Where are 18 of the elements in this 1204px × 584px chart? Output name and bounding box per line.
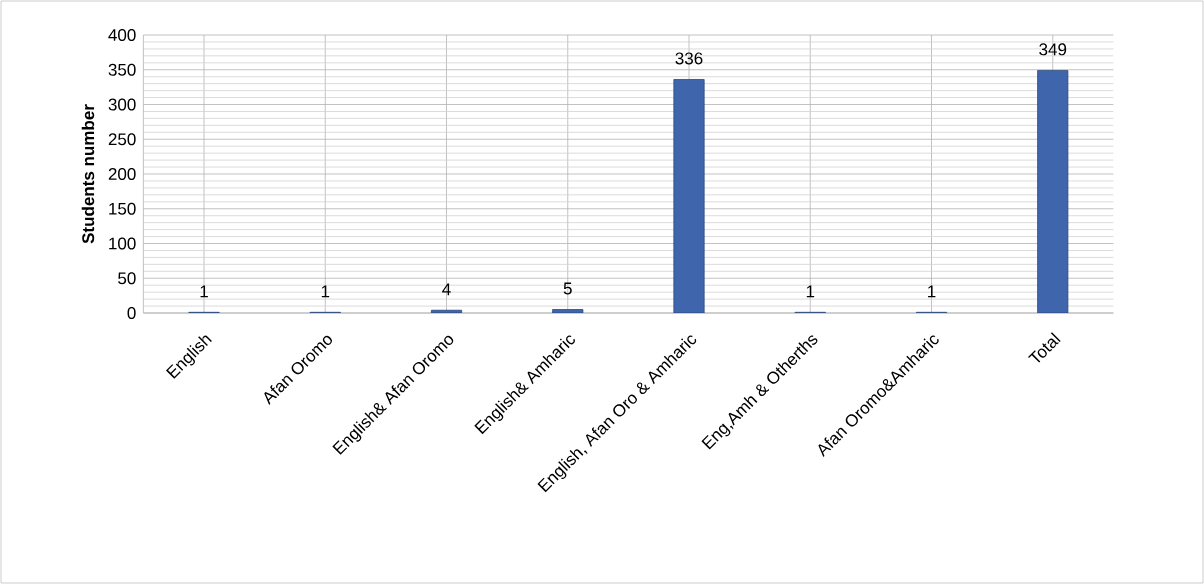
y-tick-label: 100 (109, 237, 136, 250)
y-tick-label: 350 (108, 63, 136, 76)
y-tick-label: 300 (108, 98, 136, 111)
y-tick-label: 0 (127, 307, 136, 320)
y-tick-label: 250 (108, 133, 136, 146)
data-label: 1 (928, 285, 936, 298)
data-label: 336 (675, 52, 703, 65)
data-label: 1 (200, 285, 208, 298)
y-tick-label: 50 (118, 272, 136, 285)
y-axis-title: Students number (81, 104, 95, 244)
data-label: 349 (1039, 43, 1067, 56)
y-tick-label: 400 (108, 29, 136, 42)
y-tick-label: 200 (108, 168, 136, 181)
data-label: 1 (806, 285, 815, 298)
data-label: 1 (321, 285, 330, 298)
data-label: 5 (563, 282, 572, 295)
data-label: 4 (442, 283, 451, 296)
y-tick-label: 150 (109, 202, 136, 215)
